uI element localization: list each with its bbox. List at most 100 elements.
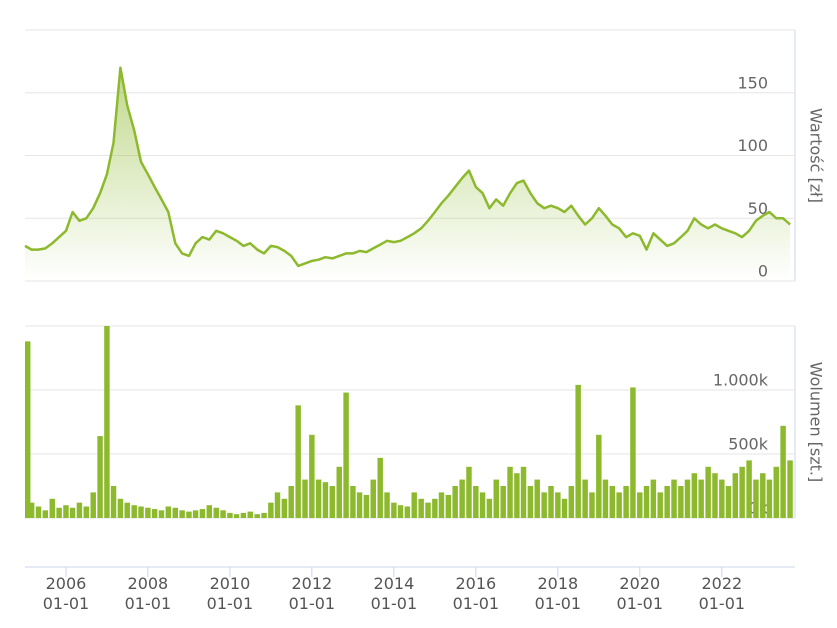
volume-bar bbox=[473, 486, 479, 518]
volume-bar bbox=[760, 473, 766, 518]
volume-bar bbox=[104, 326, 110, 518]
volume-bar bbox=[773, 466, 779, 518]
x-tick-label: 2014 01-01 bbox=[370, 574, 418, 613]
volume-bar bbox=[719, 479, 725, 518]
volume-bar bbox=[459, 479, 465, 518]
volume-bar bbox=[56, 507, 62, 518]
x-tick-label: 2008 01-01 bbox=[124, 574, 172, 613]
volume-bar bbox=[766, 479, 773, 518]
y-tick-label: 500k bbox=[728, 435, 769, 454]
volume-bar bbox=[664, 486, 670, 518]
volume-bar bbox=[623, 486, 629, 518]
volume-bar bbox=[582, 479, 588, 518]
volume-bar bbox=[329, 486, 336, 518]
volume-bar bbox=[438, 492, 445, 518]
volume-bar bbox=[391, 502, 397, 518]
volume-bar bbox=[534, 479, 540, 518]
volume-bar bbox=[616, 492, 622, 518]
volume-bar bbox=[179, 510, 185, 518]
volume-bar bbox=[691, 473, 698, 518]
volume-bar bbox=[124, 502, 130, 518]
volume-bar bbox=[657, 492, 663, 518]
volume-bar bbox=[131, 505, 137, 518]
y-tick-label: 1.000k bbox=[713, 371, 769, 390]
volume-bar bbox=[302, 479, 308, 518]
volume-bar bbox=[363, 494, 370, 518]
volume-bar bbox=[213, 507, 219, 518]
volume-bar bbox=[548, 486, 554, 518]
volume-bar bbox=[555, 492, 561, 518]
volume-bar bbox=[602, 479, 609, 518]
volume-bar bbox=[739, 466, 745, 518]
x-tick-label: 2018 01-01 bbox=[534, 574, 582, 613]
volume-bar bbox=[520, 466, 527, 518]
volume-bar bbox=[589, 492, 595, 518]
volume-bar bbox=[322, 482, 329, 518]
x-tick-label: 2006 01-01 bbox=[42, 574, 90, 613]
volume-bar bbox=[97, 436, 103, 518]
volume-bar bbox=[76, 502, 83, 518]
volume-bar bbox=[138, 506, 144, 518]
volume-bar bbox=[425, 502, 431, 518]
volume-bar bbox=[309, 434, 315, 518]
volume-bar bbox=[192, 510, 199, 518]
volume-bar bbox=[493, 479, 499, 518]
volume-bar bbox=[671, 479, 677, 518]
volume-bar bbox=[780, 425, 786, 518]
volume-bar bbox=[527, 486, 534, 518]
volume-bar bbox=[315, 479, 322, 518]
y-tick-label: 50 bbox=[748, 199, 768, 218]
volume-bar bbox=[753, 479, 759, 518]
volume-bar bbox=[356, 492, 363, 518]
volume-bar bbox=[712, 473, 718, 518]
volume-bar bbox=[678, 486, 684, 518]
volume-bar bbox=[609, 486, 616, 518]
volume-bar bbox=[705, 466, 711, 518]
x-tick-label: 2020 01-01 bbox=[616, 574, 664, 613]
x-tick-label: 2012 01-01 bbox=[288, 574, 336, 613]
area bbox=[25, 67, 791, 281]
volume-bar bbox=[151, 509, 158, 518]
volume-bar bbox=[596, 434, 602, 518]
volume-bar bbox=[568, 486, 575, 518]
volume-bar bbox=[186, 511, 192, 518]
y-tick-label: 100 bbox=[737, 136, 768, 155]
volume-bar bbox=[165, 506, 172, 518]
volume-bar bbox=[370, 479, 376, 518]
y-axis-title: Wolumen [szt.] bbox=[807, 362, 826, 483]
volume-bar bbox=[432, 498, 438, 518]
volume-bar bbox=[336, 466, 342, 518]
volume-bar bbox=[397, 505, 404, 518]
volume-bar bbox=[83, 506, 90, 518]
volume-bar bbox=[206, 505, 213, 518]
volume-bar bbox=[637, 492, 643, 518]
volume-bar bbox=[145, 507, 151, 518]
volume-bar bbox=[500, 486, 506, 518]
volume-bar bbox=[561, 498, 568, 518]
volume-bar bbox=[117, 498, 124, 518]
volume-bar bbox=[110, 486, 117, 518]
volume-bar bbox=[787, 460, 793, 518]
volume-bar bbox=[240, 512, 247, 518]
volume-bar bbox=[650, 479, 657, 518]
volume-bar bbox=[411, 492, 417, 518]
volume-bar bbox=[630, 387, 636, 518]
volume-bar bbox=[158, 510, 165, 518]
volume-bar bbox=[350, 486, 356, 518]
volume-bar bbox=[343, 392, 349, 518]
volume-bar bbox=[42, 510, 49, 518]
volume-bar bbox=[63, 505, 69, 518]
volume-bar bbox=[466, 466, 472, 518]
volume-bar bbox=[377, 457, 383, 518]
volume-bar bbox=[643, 486, 650, 518]
volume-bar bbox=[507, 466, 513, 518]
volume-bar bbox=[452, 486, 458, 518]
volume-bar bbox=[172, 507, 178, 518]
volume-bar bbox=[295, 405, 301, 518]
volume-bar bbox=[404, 506, 411, 518]
volume-bar bbox=[274, 492, 281, 518]
volume-bar bbox=[725, 486, 732, 518]
volume-bar bbox=[281, 498, 288, 518]
